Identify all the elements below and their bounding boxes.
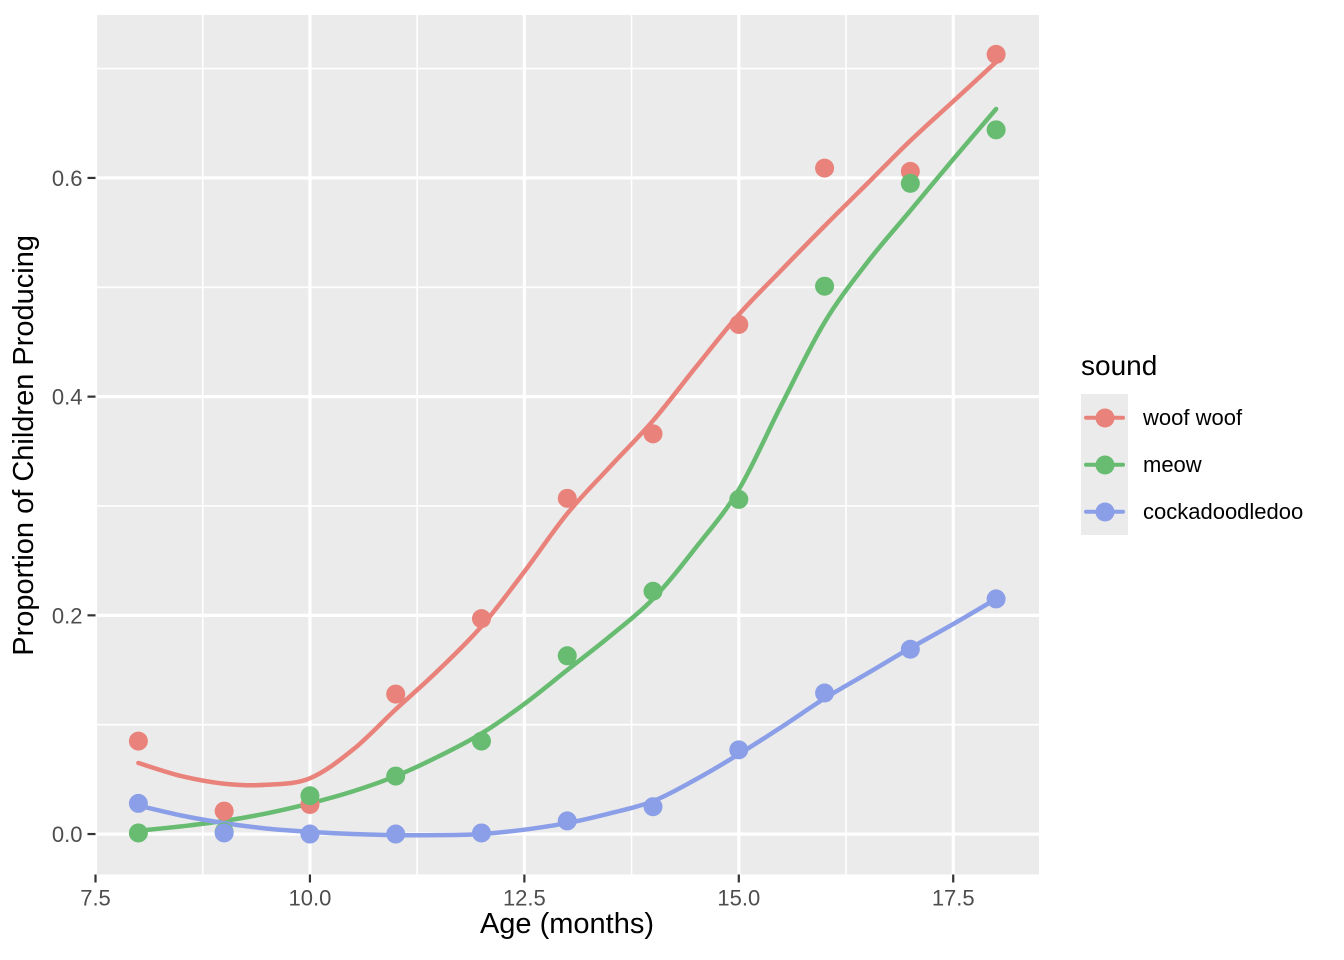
data-point-woof-woof [986,44,1006,64]
x-axis-title: Age (months) [479,908,655,940]
data-point-cockadoodledoo [729,740,749,760]
data-point-meow [986,120,1006,140]
y-tick-label: 0.6 [52,166,83,191]
legend-key-dot-icon [1095,502,1114,521]
data-point-meow [729,489,749,509]
legend-label: cockadoodledoo [1143,498,1304,524]
legend-key [1081,394,1128,441]
plot-panel [95,15,1039,875]
x-tick-label: 7.5 [80,886,111,911]
data-point-cockadoodledoo [300,824,320,844]
data-point-woof-woof [128,731,148,751]
data-point-meow [300,786,320,806]
data-point-meow [386,766,406,786]
smooth-line-woof-woof [136,59,999,788]
data-point-cockadoodledoo [557,811,577,831]
legend-label: woof woof [1143,404,1243,430]
legend-item-cockadoodledoo: cockadoodledoo [1081,488,1303,535]
legend-label: meow [1143,451,1202,477]
data-point-woof-woof [214,801,234,821]
legend-key [1081,441,1128,488]
legend-item-woof-woof: woof woof [1081,394,1303,441]
y-tick-label: 0.4 [52,385,83,410]
data-point-cockadoodledoo [214,823,234,843]
x-tick-label: 17.5 [932,886,975,911]
x-tick-label: 10.0 [289,886,332,911]
data-point-cockadoodledoo [815,683,835,703]
smooth-line-meow [136,106,999,834]
data-point-cockadoodledoo [643,797,663,817]
data-point-woof-woof [557,488,577,508]
legend-key-dot-icon [1095,408,1114,427]
y-tick-label: 0.0 [52,822,83,847]
y-axis-title-text: Proportion of Children Producing [8,234,40,656]
data-point-meow [471,731,491,751]
data-point-cockadoodledoo [471,823,491,843]
data-point-woof-woof [729,314,749,334]
data-point-cockadoodledoo [386,824,406,844]
legend-key-dot-icon [1095,455,1114,474]
legend-key [1081,488,1128,535]
data-point-woof-woof [471,609,491,629]
data-point-woof-woof [815,158,835,178]
data-point-cockadoodledoo [900,639,920,659]
data-point-woof-woof [386,684,406,704]
legend: sound woof woof meow cockadoodledoo [1081,351,1303,535]
data-point-meow [900,173,920,193]
data-point-cockadoodledoo [128,793,148,813]
data-point-meow [557,646,577,666]
data-point-meow [643,581,663,601]
data-point-woof-woof [643,424,663,444]
legend-title: sound [1081,350,1158,381]
data-point-meow [128,823,148,843]
x-tick-label: 15.0 [717,886,760,911]
y-axis-title: Proportion of Children Producing [8,15,41,875]
legend-item-meow: meow [1081,441,1303,488]
x-tick-label: 12.5 [503,886,546,911]
data-point-meow [815,276,835,296]
data-point-cockadoodledoo [986,589,1006,609]
y-tick-label: 0.2 [52,603,83,628]
